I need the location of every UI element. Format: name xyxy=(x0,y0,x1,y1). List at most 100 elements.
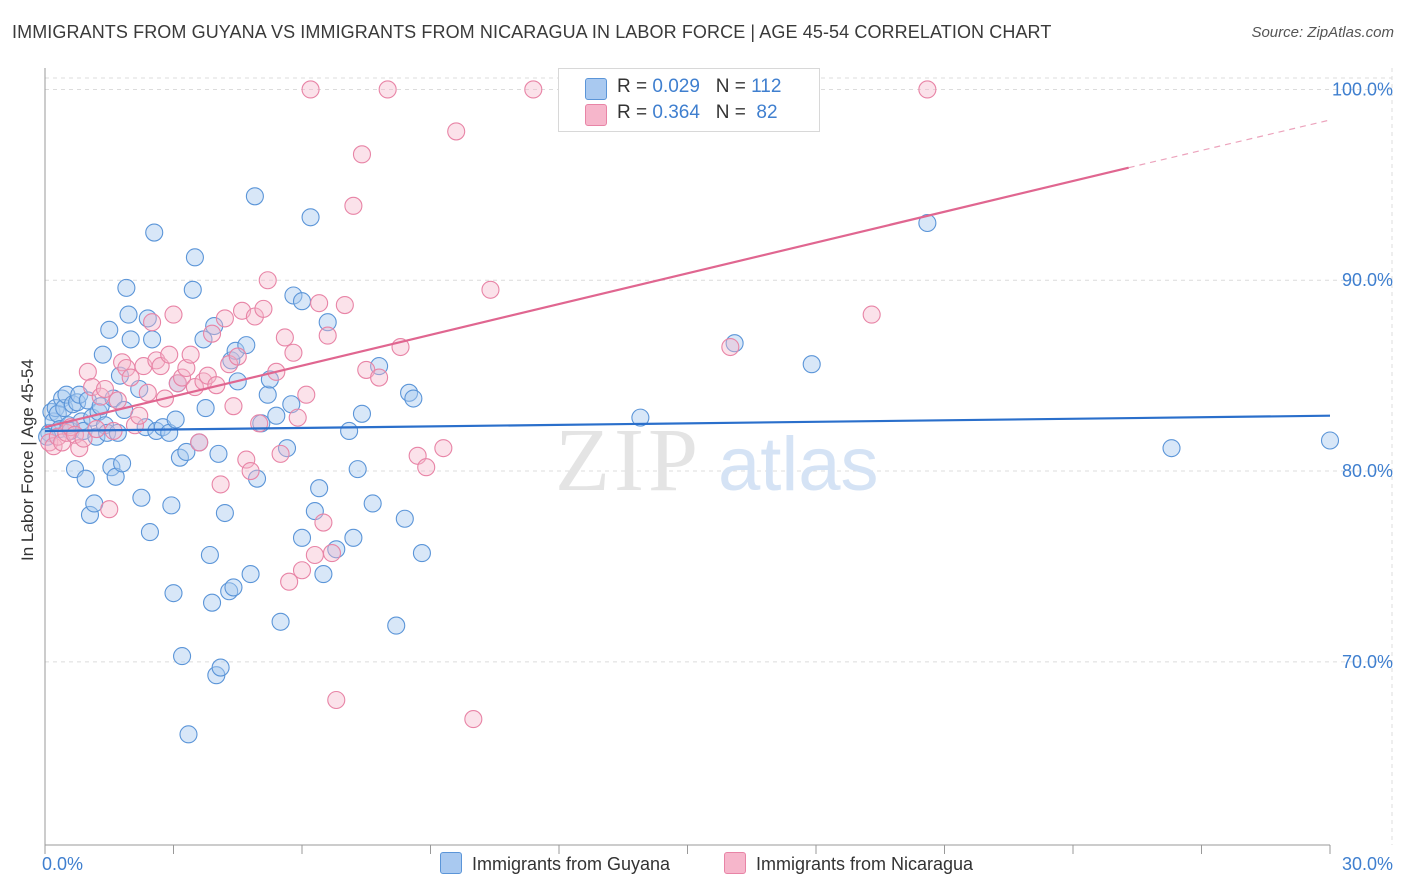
nicaragua-point xyxy=(78,362,97,381)
guyana-r-value: 0.029 xyxy=(652,76,700,97)
chart-title: IMMIGRANTS FROM GUYANA VS IMMIGRANTS FRO… xyxy=(12,22,1052,42)
x-tick-labels: 0.0% 30.0% xyxy=(42,854,1393,874)
nicaragua-point xyxy=(721,337,740,357)
guyana-point xyxy=(203,593,222,612)
nicaragua-point xyxy=(258,271,277,290)
guyana-point xyxy=(166,410,185,429)
guyana-point xyxy=(271,612,290,631)
guyana-point xyxy=(183,280,202,299)
guyana-point xyxy=(132,488,151,507)
guyana-point xyxy=(121,330,140,349)
nicaragua-point xyxy=(215,309,234,328)
guyana-point xyxy=(631,408,650,427)
guyana-point xyxy=(395,509,414,528)
nicaragua-point xyxy=(862,305,881,324)
nicaragua-point xyxy=(447,122,466,141)
guyana-point xyxy=(224,578,243,597)
guyana-point xyxy=(100,320,119,339)
guyana-point xyxy=(76,469,95,488)
nicaragua-point xyxy=(378,80,397,99)
nicaragua-point xyxy=(228,347,247,366)
nicaragua-point xyxy=(70,439,89,458)
guyana-point xyxy=(209,444,228,463)
guyana-point xyxy=(215,503,234,523)
axes xyxy=(44,68,1331,854)
guyana-point xyxy=(185,248,204,267)
guyana-point xyxy=(162,496,181,515)
nicaragua-point xyxy=(297,385,316,404)
nicaragua-point xyxy=(288,408,307,427)
nicaragua-point xyxy=(918,80,937,99)
guyana-point xyxy=(57,385,76,404)
guyana-point xyxy=(292,292,312,311)
correlation-legend: R = 0.029 N = 112 R = 0.364 N = 82 xyxy=(558,68,820,132)
watermark-zip: ZIP xyxy=(555,411,702,510)
nicaragua-point xyxy=(100,500,119,519)
nicaragua-point xyxy=(310,294,329,313)
nicaragua-point xyxy=(417,458,436,477)
nicaragua-point xyxy=(524,80,543,99)
guyana-point xyxy=(179,725,198,744)
watermark-atlas: atlas xyxy=(718,422,879,507)
guyana-point xyxy=(387,616,406,635)
guyana-r-label: R = xyxy=(617,76,653,97)
nicaragua-trend-extension xyxy=(1128,119,1331,169)
nicaragua-point xyxy=(352,145,372,164)
nicaragua-point xyxy=(237,450,256,469)
guyana-point xyxy=(143,330,162,349)
guyana-point xyxy=(258,385,277,404)
guyana-point xyxy=(93,345,112,364)
guyana-trend-line xyxy=(44,414,1331,433)
y-tick-label: 100.0% xyxy=(1332,79,1393,99)
trend-lines xyxy=(44,119,1331,433)
bottom-guyana-swatch xyxy=(440,852,462,874)
guyana-point xyxy=(211,658,230,677)
guyana-point xyxy=(173,647,192,666)
nicaragua-point xyxy=(327,690,346,710)
guyana-point xyxy=(301,208,320,227)
guyana-point xyxy=(102,458,121,477)
guyana-point xyxy=(117,278,136,297)
nicaragua-point xyxy=(271,444,290,463)
nicaragua-point xyxy=(292,561,312,580)
nicaragua-n-label: N = xyxy=(715,102,752,123)
guyana-point xyxy=(318,313,337,332)
nicaragua-trend-line xyxy=(44,166,1129,429)
nicaragua-n-value: 82 xyxy=(751,102,778,123)
guyana-point xyxy=(1162,439,1181,458)
nicaragua-point xyxy=(335,295,354,315)
x-tick-label: 30.0% xyxy=(1342,854,1393,874)
guyana-point xyxy=(314,565,333,584)
grid-lines xyxy=(45,68,1393,845)
nicaragua-point xyxy=(44,437,63,456)
guyana-swatch xyxy=(585,78,607,100)
nicaragua-point xyxy=(314,513,333,532)
bottom-legend-nicaragua: Immigrants from Nicaragua xyxy=(724,852,973,875)
guyana-point xyxy=(145,223,164,242)
nicaragua-point xyxy=(190,433,209,452)
guyana-point xyxy=(119,305,138,324)
nicaragua-point xyxy=(108,391,127,410)
guyana-point xyxy=(247,469,267,488)
guyana-point xyxy=(412,544,431,563)
bottom-legend-guyana: Immigrants from Guyana xyxy=(440,852,670,875)
nicaragua-point xyxy=(322,544,342,563)
guyana-point xyxy=(200,545,219,565)
nicaragua-point xyxy=(181,345,200,364)
nicaragua-point xyxy=(301,80,320,99)
bottom-guyana-label: Immigrants from Guyana xyxy=(472,854,671,874)
guyana-point xyxy=(267,406,286,425)
guyana-point xyxy=(113,454,132,473)
nicaragua-point xyxy=(305,545,324,565)
y-tick-label: 90.0% xyxy=(1342,270,1393,290)
guyana-point xyxy=(241,565,260,584)
guyana-point xyxy=(404,389,423,408)
nicaragua-stats: R = 0.364 N = 82 xyxy=(617,102,778,124)
nicaragua-point xyxy=(344,196,363,215)
source-credit: Source: ZipAtlas.com xyxy=(1251,24,1394,41)
guyana-point xyxy=(340,421,359,441)
nicaragua-r-label: R = xyxy=(617,102,653,123)
guyana-point xyxy=(140,523,159,542)
nicaragua-point xyxy=(121,368,140,387)
